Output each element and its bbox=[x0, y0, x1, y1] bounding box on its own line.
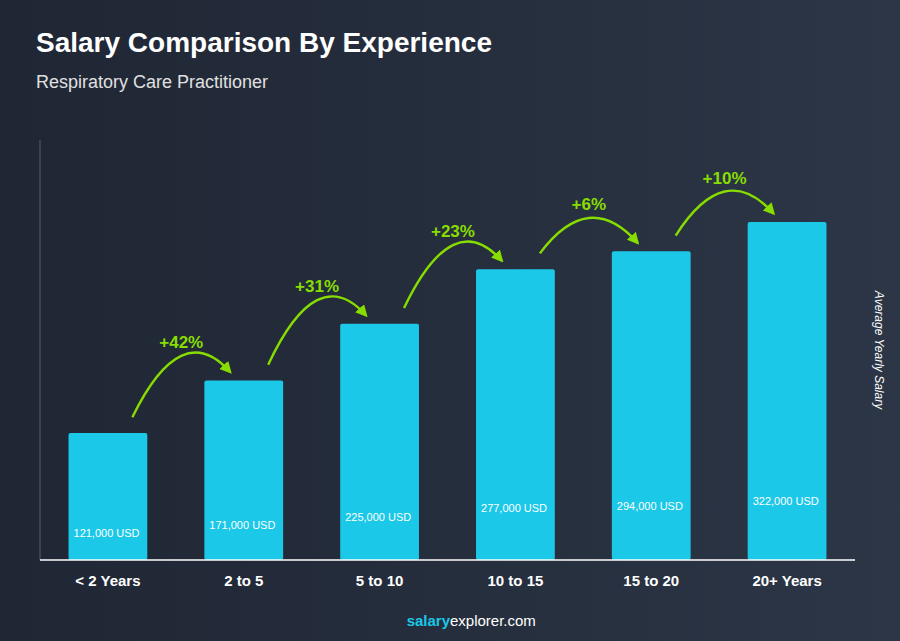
change-label: +42% bbox=[159, 333, 203, 352]
x-tick-label: 2 to 5 bbox=[224, 572, 263, 589]
data-label: 121,000 USD bbox=[74, 527, 140, 539]
bar bbox=[476, 269, 555, 560]
y-axis-range bbox=[40, 140, 41, 560]
bars bbox=[69, 222, 827, 560]
bar bbox=[612, 251, 691, 560]
x-tick-label: 20+ Years bbox=[752, 572, 821, 589]
change-label: +10% bbox=[703, 169, 747, 188]
title: Salary Comparison By Experience bbox=[36, 27, 492, 58]
x-tick-labels: < 2 Years 2 to 5 5 to 10 10 to 15 15 to 20 20… bbox=[75, 572, 821, 589]
change-label: +23% bbox=[431, 222, 475, 241]
x-tick-label: 15 to 20 bbox=[623, 572, 679, 589]
change-arrow bbox=[132, 353, 230, 418]
bar bbox=[204, 380, 283, 560]
footer: explorer.com bbox=[450, 612, 536, 629]
bar bbox=[748, 222, 827, 560]
change-label: +6% bbox=[572, 195, 607, 214]
data-labels: 121,000 USD 171,000 USD 225,000 USD 277,000… bbox=[74, 495, 819, 539]
change-arrow bbox=[540, 218, 638, 254]
bar bbox=[340, 324, 419, 560]
data-label: 322,000 USD bbox=[753, 495, 819, 507]
change-arrow bbox=[676, 191, 774, 236]
change-label: +31% bbox=[295, 277, 339, 296]
data-label: 277,000 USD bbox=[481, 502, 547, 514]
annotations: +42% +31% +23% +6% +10% bbox=[132, 169, 773, 418]
data-label: 294,000 USD bbox=[617, 500, 683, 512]
change-arrow bbox=[268, 296, 366, 364]
data-label: 225,000 USD bbox=[345, 511, 411, 523]
chart: Salary Comparison By Experience Respirato… bbox=[0, 0, 900, 641]
x-axis bbox=[40, 559, 855, 561]
x-tick-label: 10 to 15 bbox=[487, 572, 543, 589]
x-tick-label: 5 to 10 bbox=[356, 572, 404, 589]
change-arrow bbox=[404, 242, 502, 308]
x-tick-label: < 2 Years bbox=[75, 572, 140, 589]
background bbox=[0, 0, 900, 641]
subtitle: Respiratory Care Practitioner bbox=[36, 72, 268, 92]
data-label: 171,000 USD bbox=[209, 519, 275, 531]
y-axis-label: Average Yearly Salary bbox=[872, 290, 886, 410]
bar bbox=[69, 433, 148, 560]
footer: salary bbox=[407, 612, 451, 629]
